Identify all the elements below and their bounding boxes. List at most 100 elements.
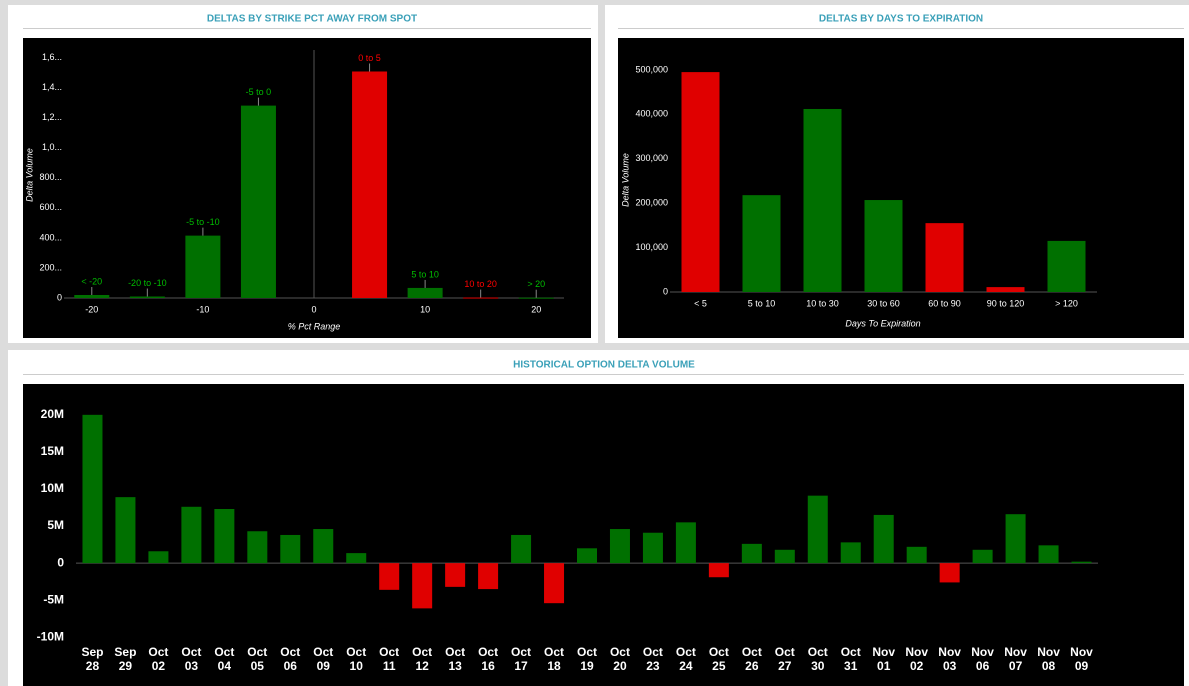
bar bbox=[412, 563, 433, 609]
y-tick-label: 10M bbox=[41, 481, 64, 495]
x-tick-label: 0 bbox=[311, 304, 316, 314]
x-tick-label: Oct 23 bbox=[642, 645, 663, 673]
bar bbox=[774, 549, 795, 564]
data-label: > 20 bbox=[527, 279, 545, 289]
chart-title: DELTAS BY STRIKE PCT AWAY FROM SPOT bbox=[207, 14, 417, 25]
bar bbox=[463, 297, 499, 299]
x-tick-label: 90 to 120 bbox=[987, 298, 1025, 308]
x-tick-label: Oct 24 bbox=[675, 645, 696, 673]
bar bbox=[1038, 545, 1059, 564]
y-tick-label: 500,000 bbox=[635, 64, 668, 74]
y-tick-label: 300,000 bbox=[635, 153, 668, 163]
x-tick-label: Oct 31 bbox=[840, 645, 861, 673]
y-tick-label: 800... bbox=[39, 172, 62, 182]
x-tick-label: Sep 29 bbox=[114, 645, 137, 673]
x-tick-label: > 120 bbox=[1055, 298, 1078, 308]
y-tick-label: 600... bbox=[39, 202, 62, 212]
bar bbox=[379, 563, 400, 590]
y-tick-label: 0 bbox=[663, 286, 668, 296]
bar bbox=[185, 235, 221, 298]
bar bbox=[313, 529, 334, 564]
x-axis-label: % Pct Range bbox=[288, 321, 341, 331]
bar bbox=[906, 546, 927, 564]
bar bbox=[642, 532, 663, 564]
bar bbox=[74, 294, 110, 298]
x-tick-label: Oct 26 bbox=[741, 645, 762, 673]
y-tick-label: 200,000 bbox=[635, 198, 668, 208]
x-tick-label: Nov 02 bbox=[905, 645, 928, 673]
x-tick-label: Nov 08 bbox=[1037, 645, 1060, 673]
bar bbox=[577, 548, 597, 564]
x-tick-label: Oct 02 bbox=[148, 645, 169, 673]
x-tick-label: Nov 01 bbox=[872, 645, 896, 673]
x-tick-label: Oct 17 bbox=[511, 645, 532, 673]
y-tick-label: 0 bbox=[57, 292, 62, 302]
bar bbox=[864, 200, 903, 292]
bar bbox=[986, 287, 1025, 292]
bar bbox=[1005, 514, 1026, 564]
bar bbox=[939, 563, 960, 583]
bar bbox=[280, 534, 301, 564]
bar bbox=[115, 497, 136, 564]
bar bbox=[840, 542, 861, 564]
x-tick-label: Oct 16 bbox=[478, 645, 499, 673]
plot-area bbox=[23, 38, 591, 338]
y-tick-label: 200... bbox=[39, 262, 62, 272]
bar bbox=[675, 522, 696, 564]
bar bbox=[148, 551, 169, 564]
data-label: 10 to 20 bbox=[464, 279, 497, 289]
x-tick-label: Oct 20 bbox=[609, 645, 630, 673]
x-tick-label: Oct 30 bbox=[807, 645, 828, 673]
x-tick-label: Nov 03 bbox=[938, 645, 961, 673]
x-tick-label: 20 bbox=[531, 304, 541, 314]
bar bbox=[741, 543, 762, 564]
y-tick-label: -5M bbox=[43, 592, 64, 606]
x-tick-label: 10 bbox=[420, 304, 430, 314]
x-tick-label: Oct 05 bbox=[247, 645, 268, 673]
y-tick-label: 1,6... bbox=[42, 52, 62, 62]
x-tick-label: Oct 06 bbox=[280, 645, 301, 673]
x-tick-label: 5 to 10 bbox=[748, 298, 776, 308]
bar bbox=[407, 287, 443, 298]
y-tick-label: 400,000 bbox=[635, 109, 668, 119]
data-label: -5 to -10 bbox=[186, 217, 220, 227]
data-label: -20 to -10 bbox=[128, 278, 167, 288]
x-tick-label: Oct 12 bbox=[412, 645, 433, 673]
bar bbox=[352, 71, 388, 298]
bar bbox=[708, 563, 729, 578]
x-tick-label: Oct 27 bbox=[774, 645, 795, 673]
data-label: < -20 bbox=[81, 276, 102, 286]
bar bbox=[1071, 561, 1092, 564]
x-tick-label: Nov 06 bbox=[971, 645, 994, 673]
bar bbox=[346, 553, 367, 564]
bar bbox=[925, 223, 964, 292]
x-tick-label: Oct 18 bbox=[544, 645, 565, 673]
x-tick-label: -20 bbox=[85, 304, 98, 314]
bar bbox=[807, 495, 828, 564]
x-tick-label: Oct 04 bbox=[214, 645, 235, 673]
bar bbox=[1047, 240, 1086, 292]
bar bbox=[129, 296, 165, 298]
y-tick-label: 1,2... bbox=[42, 112, 62, 122]
bar bbox=[240, 105, 276, 298]
y-tick-label: -10M bbox=[37, 629, 64, 643]
y-axis-label: Delta Volume bbox=[24, 148, 34, 202]
bar bbox=[214, 509, 235, 564]
bar bbox=[478, 563, 499, 590]
x-tick-label: Oct 13 bbox=[445, 645, 466, 673]
x-tick-label: Oct 25 bbox=[708, 645, 729, 673]
x-axis-label: Days To Expiration bbox=[845, 318, 920, 328]
bar bbox=[247, 531, 268, 564]
bar bbox=[181, 506, 202, 564]
x-tick-label: 30 to 60 bbox=[867, 298, 900, 308]
x-tick-label: 60 to 90 bbox=[928, 298, 961, 308]
data-label: 5 to 10 bbox=[411, 269, 439, 279]
bar bbox=[518, 297, 554, 299]
x-tick-label: Oct 03 bbox=[181, 645, 202, 673]
y-tick-label: 20M bbox=[41, 407, 64, 421]
x-tick-label: Oct 09 bbox=[313, 645, 334, 673]
bar bbox=[803, 108, 842, 292]
x-tick-label: Oct 10 bbox=[346, 645, 367, 673]
x-tick-label: -10 bbox=[196, 304, 209, 314]
data-label: 0 to 5 bbox=[358, 53, 381, 63]
